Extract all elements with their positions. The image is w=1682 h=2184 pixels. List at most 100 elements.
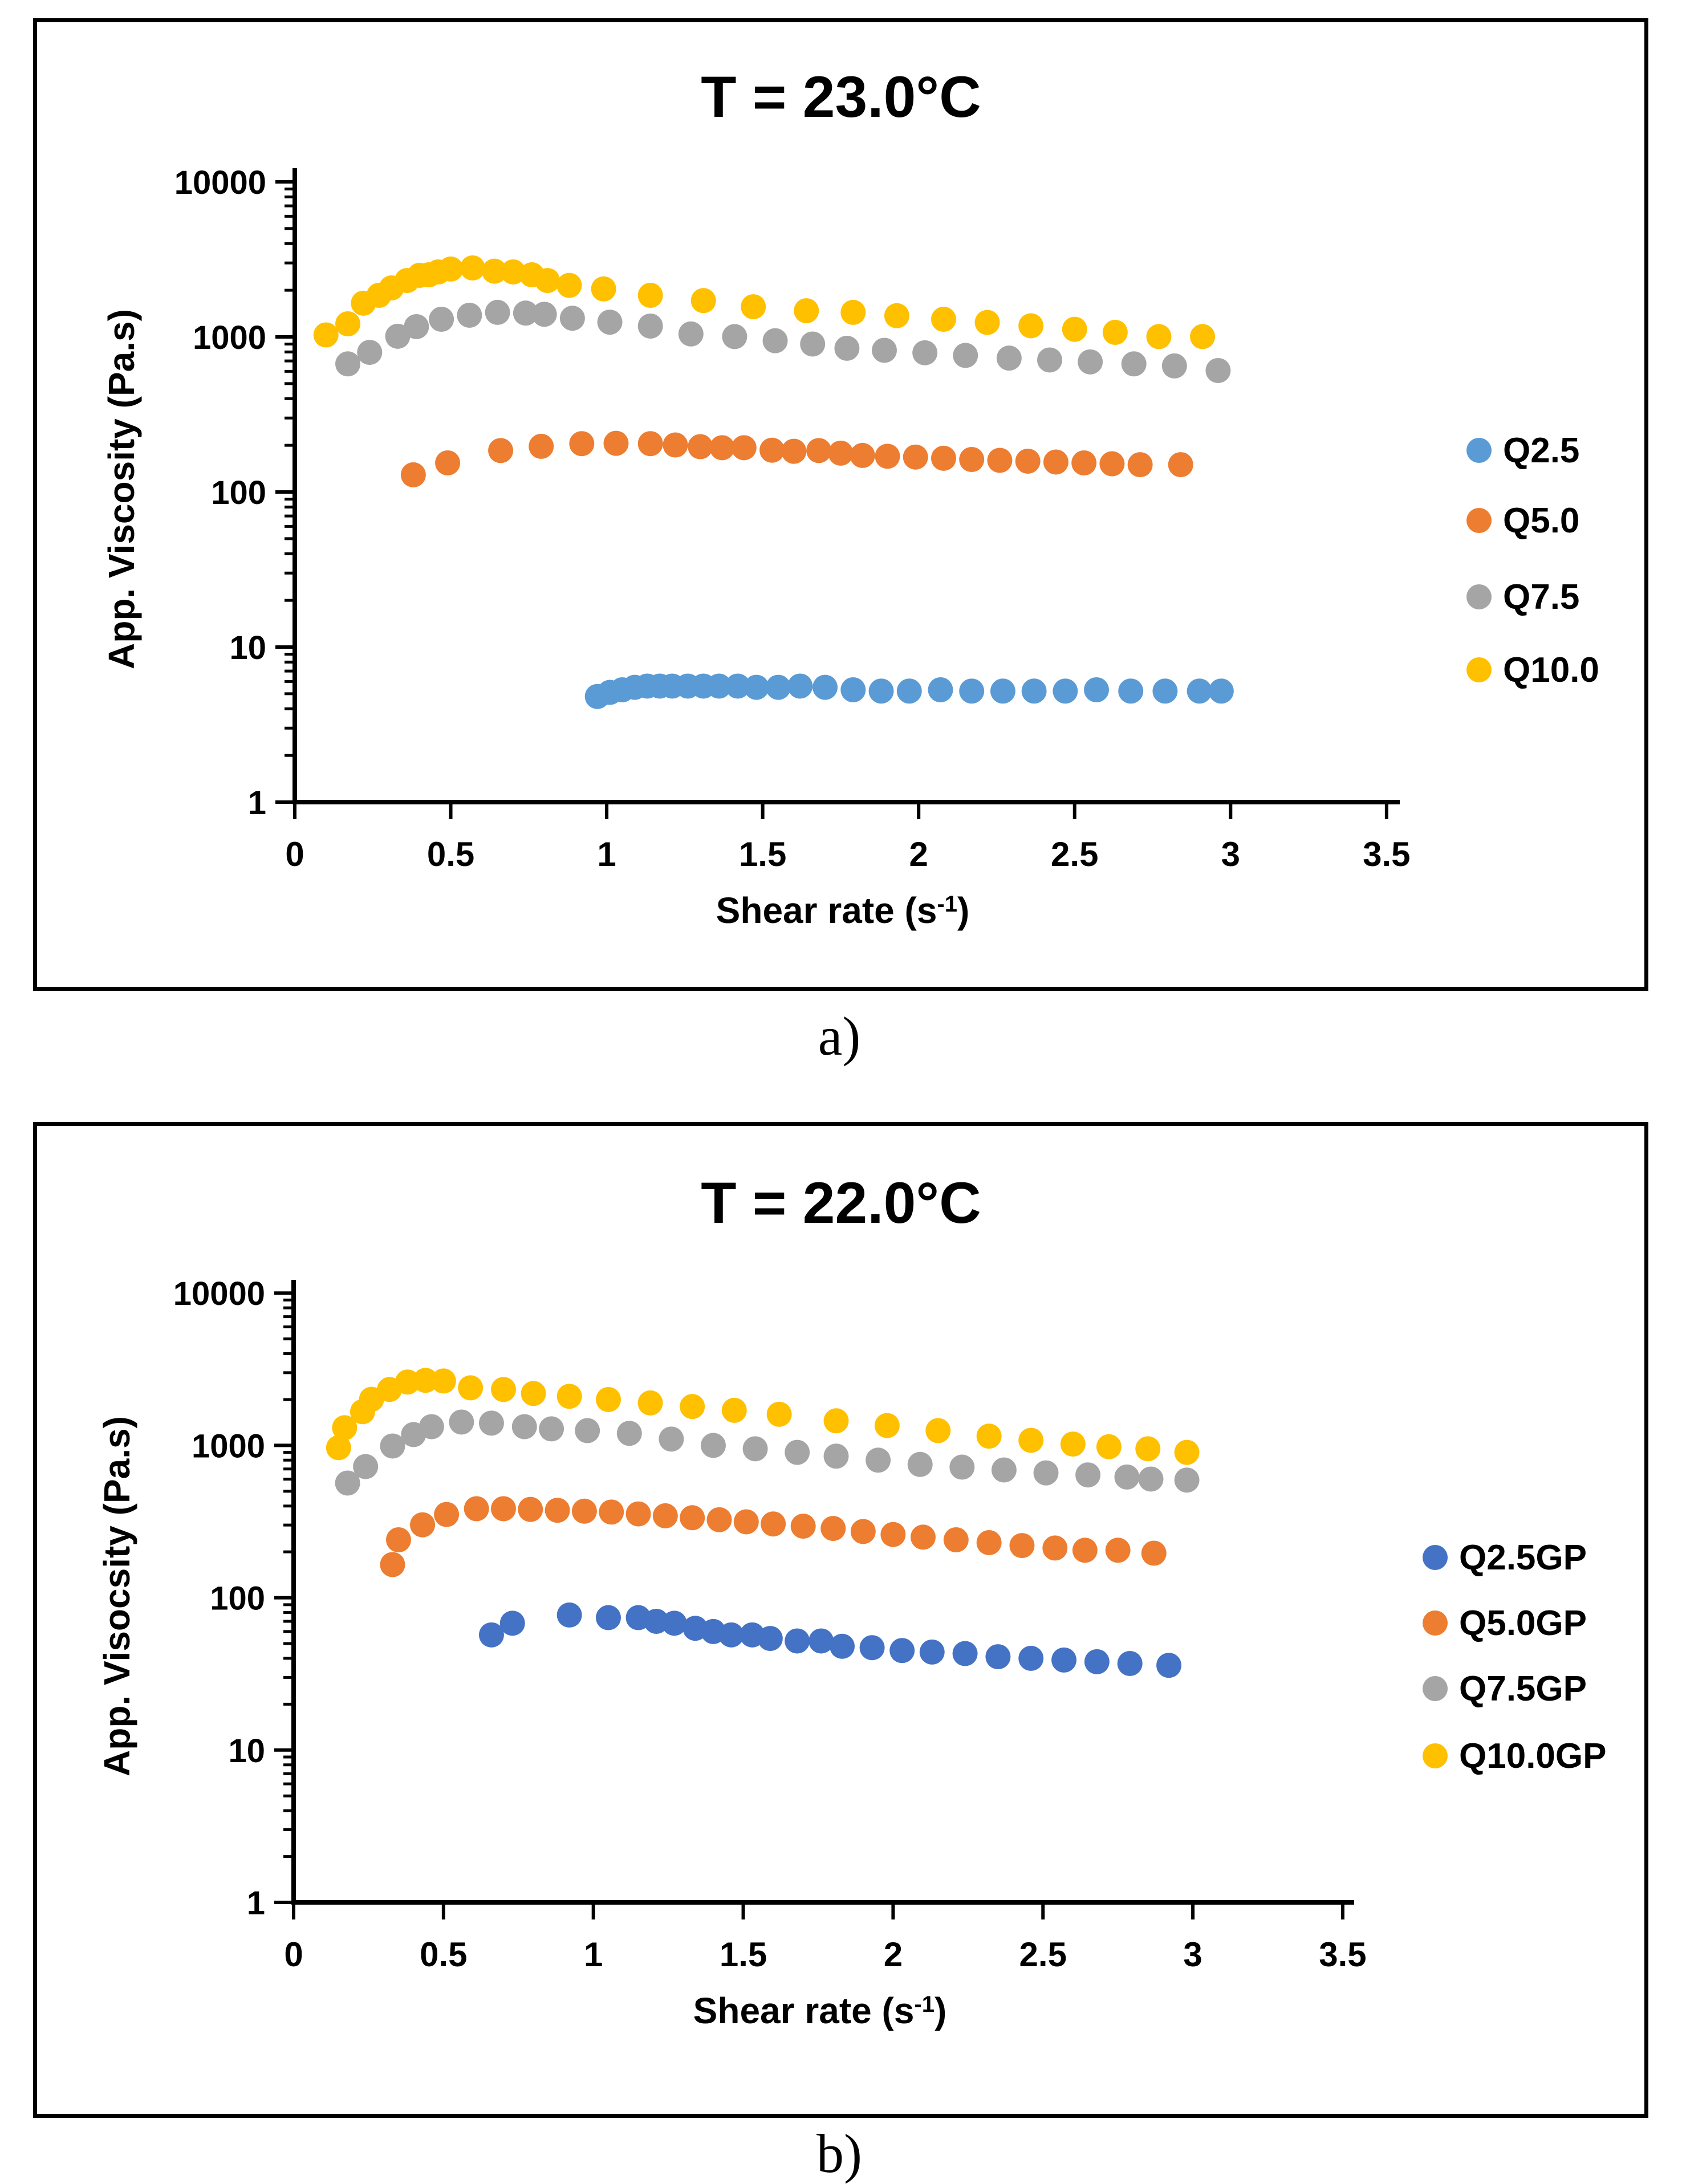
tick-label: 0 [284,1935,303,1974]
data-point [830,1633,855,1659]
data-point [478,1622,504,1648]
data-point [556,1384,582,1409]
data-point [404,314,429,339]
panel-b-letter: b) [816,2123,862,2184]
data-point [987,448,1013,473]
x-axis-title-text: Shear rate (s [693,1990,915,2031]
data-point [326,1435,351,1461]
tick-label: 0 [285,835,304,873]
data-point [1037,347,1062,373]
legend-item-q5.0gp: Q5.0GP [1423,1603,1587,1644]
data-point [1174,1439,1200,1465]
data-point [1021,678,1047,704]
data-point [485,299,510,325]
legend-label: Q5.0 [1503,501,1580,540]
data-point [1099,451,1125,477]
data-point [603,430,629,456]
chart-a-title: T = 23.0°C [701,64,981,129]
tick-label: 100 [211,474,266,511]
data-point [1208,678,1234,704]
data-point [385,323,411,349]
data-point [1174,1467,1200,1493]
data-point [335,351,361,377]
data-point [1084,677,1110,702]
legend-item-q10.0gp: Q10.0GP [1423,1735,1606,1776]
data-point [1105,1538,1131,1563]
data-point [335,1470,360,1496]
data-point [731,435,757,461]
data-point [828,440,854,466]
data-point [637,283,663,308]
data-point [718,1622,744,1648]
data-point [659,1426,684,1452]
data-point [529,433,554,459]
legend-label: Q10.0 [1503,650,1599,690]
data-point [490,1377,516,1402]
tick-label: 1 [247,1885,265,1922]
tick-label: 2 [884,1935,903,1974]
data-point [518,1496,543,1522]
data-point [521,1381,546,1406]
data-point [457,302,482,328]
data-point [823,1443,849,1469]
data-point [380,1433,405,1459]
legend-item-q5.0: Q5.0 [1466,500,1579,541]
legend-label: Q10.0GP [1459,1736,1607,1776]
data-point [1075,1462,1101,1488]
data-point [1205,357,1231,383]
tick-label: 0.5 [420,1935,467,1974]
data-point [757,1626,783,1652]
data-point [889,1638,915,1664]
data-point [438,256,464,282]
data-point [1146,324,1172,349]
data-point [511,1414,537,1439]
data-point [1096,1434,1122,1459]
data-point [1190,324,1216,349]
data-point [690,288,716,314]
data-point [766,674,791,700]
x-axis-title-superscript: -1 [914,1992,935,2017]
tick-label: 10 [228,1732,265,1770]
data-point [678,321,704,347]
data-point [700,1433,726,1458]
data-point [569,431,595,457]
data-point [410,1512,436,1538]
data-point [464,1496,489,1522]
legend-marker-dot [1423,1676,1448,1701]
data-point [353,1454,379,1479]
data-point [449,1409,474,1435]
data-point [706,1507,732,1532]
data-point [1084,1649,1110,1674]
data-point [1015,448,1041,474]
data-point [959,678,985,704]
legend-item-q10.0: Q10.0 [1466,649,1599,690]
data-point [721,1397,747,1423]
data-point [1051,1647,1077,1673]
chart-b-x-axis-title: Shear rate (s-1) [693,1990,947,2032]
data-point [1033,1460,1059,1486]
data-point [910,1524,936,1550]
legend-marker-dot [1423,1610,1448,1636]
legend-marker-dot [1466,508,1492,533]
legend-item-q2.5gp: Q2.5GP [1423,1537,1587,1578]
data-point [429,307,454,332]
panel-a-letter: a) [818,1006,861,1067]
legend-marker-dot [1466,584,1492,609]
chart-a-x-axis-title: Shear rate (s-1) [716,889,970,932]
data-point [591,276,616,302]
tick-label: 2.5 [1051,835,1098,873]
data-point [868,678,894,704]
data-point [952,1641,978,1666]
legend-item-q7.5gp: Q7.5GP [1423,1668,1587,1709]
data-point [535,268,560,294]
chart-b-y-axis-title: App. Visocsity (Pa.s) [96,1416,137,1776]
data-point [531,302,557,327]
data-point [785,1439,810,1465]
tick-label: 3.5 [1319,1935,1366,1974]
data-point [500,259,526,284]
data-point [1060,1431,1086,1457]
tick-label: 3 [1183,1935,1202,1974]
tick-label: 2.5 [1019,1935,1067,1974]
